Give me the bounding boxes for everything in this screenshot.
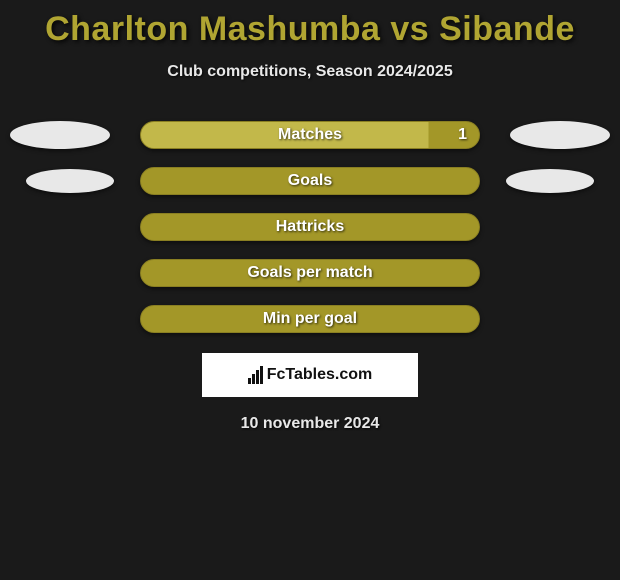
- right-ellipse: [510, 121, 610, 149]
- stat-row: Min per goal: [0, 305, 620, 333]
- stat-bar: Min per goal: [140, 305, 480, 333]
- chart-icon: [248, 366, 263, 384]
- left-ellipse: [26, 169, 114, 193]
- stat-row: Goals per match: [0, 259, 620, 287]
- watermark-text: FcTables.com: [267, 366, 373, 384]
- stat-bar: Goals: [140, 167, 480, 195]
- stats-area: Matches 1 Goals Hattricks Goals per match Min…: [0, 121, 620, 333]
- stat-label: Matches: [278, 126, 342, 144]
- stat-value-right: 1: [458, 126, 467, 144]
- stat-row: Hattricks: [0, 213, 620, 241]
- stat-label: Min per goal: [263, 310, 357, 328]
- stat-bar: Hattricks: [140, 213, 480, 241]
- stat-label: Goals: [288, 172, 332, 190]
- comparison-subtitle: Club competitions, Season 2024/2025: [0, 63, 620, 81]
- watermark-badge: FcTables.com: [202, 353, 418, 397]
- stat-label: Goals per match: [247, 264, 372, 282]
- stat-row: Matches 1: [0, 121, 620, 149]
- stat-bar: Goals per match: [140, 259, 480, 287]
- comparison-title: Charlton Mashumba vs Sibande: [0, 0, 620, 49]
- stat-bar: Matches 1: [140, 121, 480, 149]
- right-ellipse: [506, 169, 594, 193]
- stat-row: Goals: [0, 167, 620, 195]
- left-ellipse: [10, 121, 110, 149]
- stat-label: Hattricks: [276, 218, 344, 236]
- snapshot-date: 10 november 2024: [0, 415, 620, 433]
